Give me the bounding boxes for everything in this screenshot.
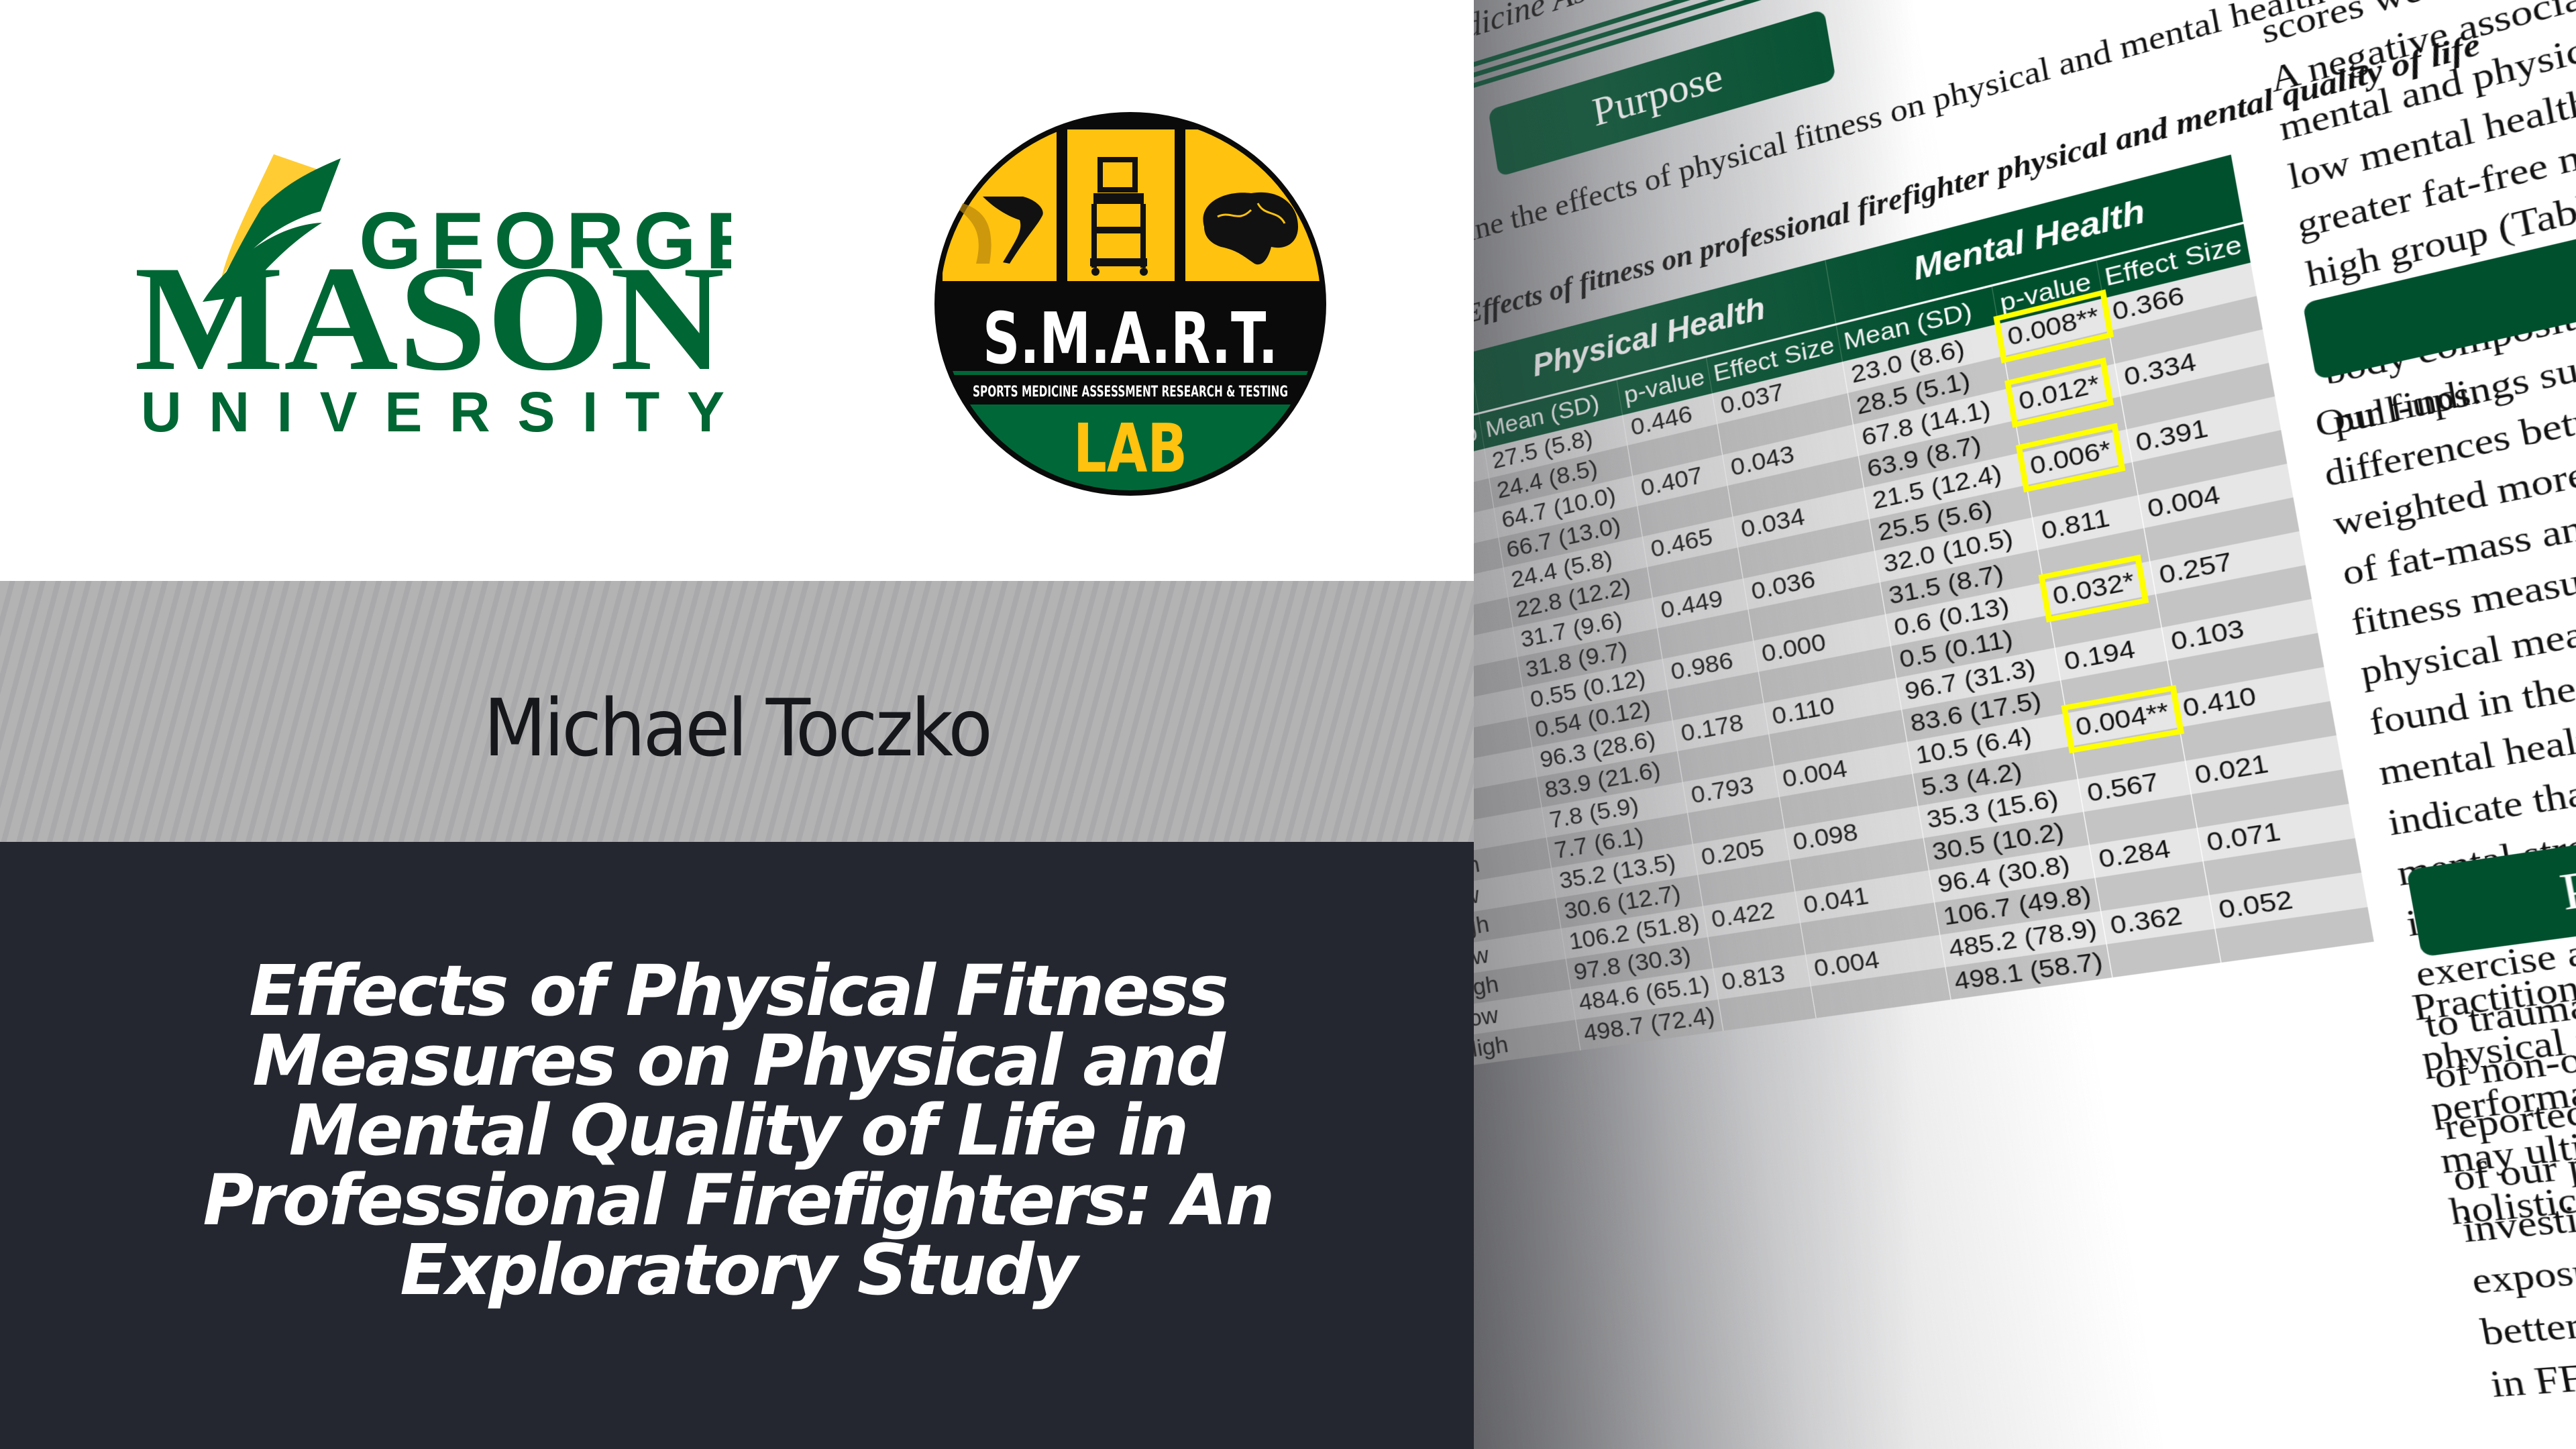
presenter-band: Michael Toczko xyxy=(0,581,1474,842)
research-poster: Fitness Measures on Physical and Mental … xyxy=(1474,0,2576,1449)
talk-title: Effects of Physical Fitness Measures on … xyxy=(161,956,1315,1305)
poster-preview: Fitness Measures on Physical and Mental … xyxy=(1474,0,2576,1449)
title-band: Effects of Physical Fitness Measures on … xyxy=(0,842,1474,1449)
svg-text:SPORTS MEDICINE ASSESSMENT RES: SPORTS MEDICINE ASSESSMENT RESEARCH & TE… xyxy=(973,384,1288,400)
smart-lab-logo: S.M.A.R.T. SPORTS MEDICINE ASSESSMENT RE… xyxy=(922,109,1338,498)
svg-text:S.M.A.R.T.: S.M.A.R.T. xyxy=(983,298,1278,380)
title-card-panel: GEORGE MASON UNIVERSITY xyxy=(0,0,1474,1449)
george-mason-logo: GEORGE MASON UNIVERSITY xyxy=(127,47,731,449)
presenter-name: Michael Toczko xyxy=(59,682,1415,774)
svg-text:LAB: LAB xyxy=(1073,409,1187,488)
logo-band: GEORGE MASON UNIVERSITY xyxy=(0,0,1474,581)
svg-text:MASON: MASON xyxy=(134,235,724,402)
